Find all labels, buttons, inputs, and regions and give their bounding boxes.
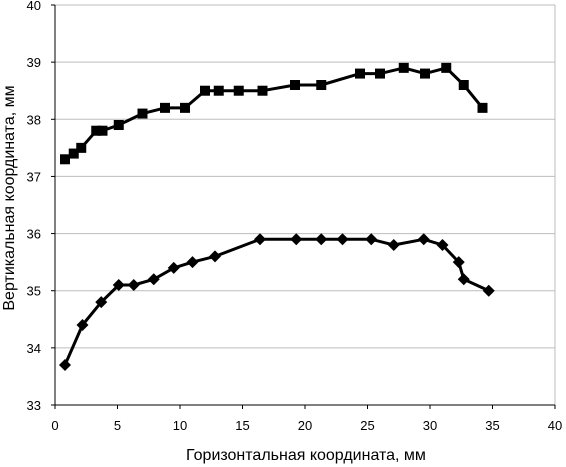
series-1-point <box>160 102 170 113</box>
x-tick-labels: 0 5 10 15 20 25 30 35 40 <box>51 418 562 433</box>
series-2-point <box>336 233 349 246</box>
series-1-point <box>60 154 70 165</box>
series-1-point <box>137 108 148 119</box>
x-tick-label: 35 <box>485 418 499 433</box>
y-tick-label: 40 <box>27 0 41 13</box>
series-1-point <box>398 62 409 73</box>
x-tick-label: 10 <box>173 418 187 433</box>
series-2-point <box>452 256 465 269</box>
series-1-point <box>233 85 244 96</box>
x-tick-label: 5 <box>114 418 121 433</box>
series-1-point <box>257 85 268 96</box>
series-2-point <box>59 359 71 371</box>
x-tick-label: 0 <box>51 418 58 433</box>
axes <box>51 4 556 409</box>
series-2-point <box>482 284 495 297</box>
series-1-point <box>97 125 108 136</box>
series-1-point <box>290 80 300 90</box>
series-1-point <box>200 85 210 96</box>
series-1-point <box>375 68 385 79</box>
series-2-point <box>365 233 378 246</box>
series-1-point <box>355 68 365 79</box>
y-tick-label: 37 <box>27 169 41 184</box>
x-tick-label: 20 <box>298 418 312 433</box>
x-tick-label: 40 <box>548 418 562 433</box>
series-1-point <box>76 142 87 153</box>
y-tick-label: 34 <box>27 341 41 356</box>
series-2-point <box>436 239 449 251</box>
series-1-point <box>213 85 224 96</box>
series-1-point <box>441 62 452 73</box>
series-1-point <box>420 68 430 79</box>
series-1-point <box>180 102 190 113</box>
series-2-point <box>457 273 470 286</box>
series-1-point <box>68 148 79 159</box>
y-tick-label: 35 <box>27 284 41 299</box>
x-tick-label: 25 <box>360 418 374 433</box>
series-2-point <box>127 279 140 291</box>
series-2-point <box>76 319 89 331</box>
series-2-point <box>112 279 125 291</box>
x-tick-label: 15 <box>235 418 249 433</box>
y-tick-label: 39 <box>27 55 41 70</box>
series-2-point <box>167 261 180 274</box>
series-1-point <box>477 102 488 113</box>
y-tick-label: 33 <box>27 398 41 413</box>
series-2-point <box>95 296 108 309</box>
series-1-point <box>113 120 124 130</box>
series-group <box>59 62 495 371</box>
y-axis-label: Вертикальная координата, мм <box>1 85 18 310</box>
series-2-point <box>254 233 266 246</box>
series-1-point <box>458 80 469 90</box>
y-tick-label: 36 <box>27 227 41 242</box>
series-2-point <box>290 233 303 246</box>
y-tick-labels: 33 34 35 36 37 38 39 40 <box>27 0 41 413</box>
y-tick-label: 38 <box>27 112 41 127</box>
series-2-point <box>147 273 160 286</box>
series-1-point <box>316 80 327 90</box>
series-2-point <box>186 256 199 269</box>
series-2-point <box>387 239 400 251</box>
series-2-point <box>209 250 221 263</box>
x-axis-label: Горизонтальная координата, мм <box>186 447 426 464</box>
x-tick-label: 30 <box>423 418 437 433</box>
series-2-point <box>315 233 328 246</box>
series-1-point <box>91 125 102 136</box>
series-2-point <box>417 233 430 246</box>
